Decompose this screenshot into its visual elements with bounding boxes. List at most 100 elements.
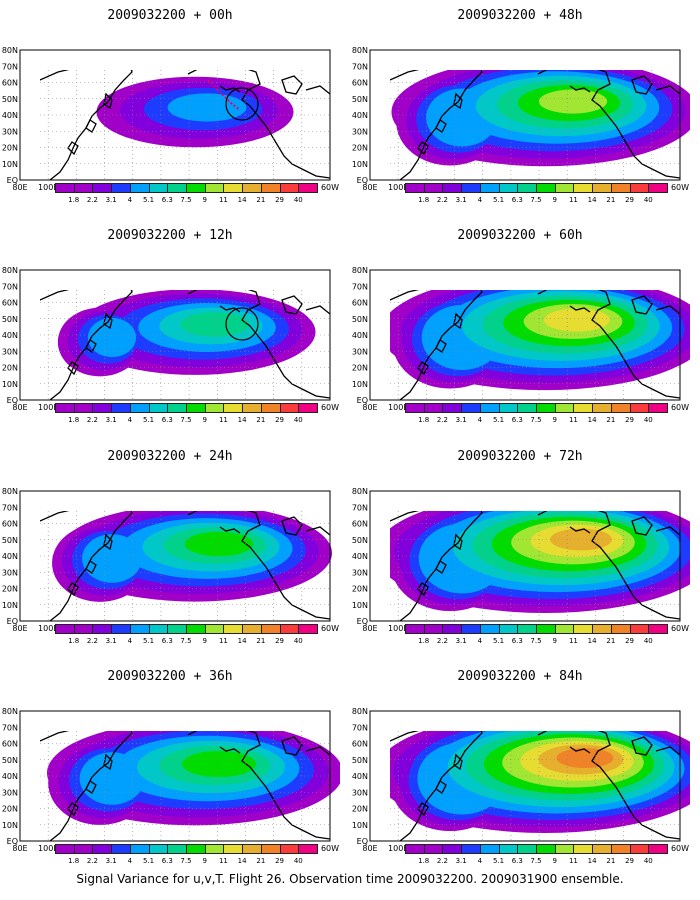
lon-label: 60W	[321, 624, 339, 633]
colorbar-swatch	[242, 183, 262, 193]
colorbar-swatch	[592, 403, 612, 413]
colorbar-label: 5.1	[492, 416, 505, 424]
colorbar-label: 14	[237, 857, 247, 865]
lat-label: 20N	[352, 805, 368, 814]
panel-title: 2009032200 + 48h	[457, 8, 583, 23]
lat-label: 30N	[352, 568, 368, 577]
colorbar-swatch	[536, 403, 556, 413]
lat-label: 60N	[352, 79, 368, 88]
colorbar-label: 7.5	[180, 857, 192, 865]
colorbar-label: 4	[127, 857, 133, 865]
colorbar-swatch	[186, 403, 206, 413]
colorbar-label: 4	[477, 857, 483, 865]
colorbar-swatch	[442, 403, 463, 413]
contour-level-10	[556, 748, 614, 768]
lat-label: 10N	[352, 160, 368, 169]
coastline	[631, 736, 653, 756]
colorbar-swatch	[405, 183, 425, 193]
panel-title: 2009032200 + 24h	[107, 449, 233, 464]
colorbar-swatch	[648, 844, 668, 854]
lat-label: 80N	[2, 707, 18, 716]
coastline	[655, 746, 681, 756]
colorbar-label: 40	[643, 857, 653, 865]
colorbar-swatch	[592, 624, 612, 634]
lat-label: 50N	[2, 95, 18, 104]
colorbar-label: 7.5	[180, 416, 192, 424]
colorbar-label: 14	[587, 416, 597, 424]
colorbar	[55, 183, 318, 195]
colorbar-swatch	[204, 624, 225, 634]
lat-label: 40N	[352, 772, 368, 781]
flight-track	[207, 79, 241, 111]
colorbar-label: 3.1	[455, 857, 467, 865]
lat-label: 50N	[2, 315, 18, 324]
colorbar-swatch	[573, 403, 594, 413]
coastline	[40, 511, 133, 622]
coastline	[85, 339, 97, 353]
colorbar	[405, 844, 668, 856]
colorbar	[55, 844, 318, 856]
map-frame	[19, 269, 331, 401]
lat-label: 70N	[352, 62, 368, 71]
colorbar-label: 29	[625, 416, 635, 424]
observation-circle-icon	[225, 87, 259, 121]
coastline	[281, 295, 303, 315]
colorbar-swatch	[554, 403, 575, 413]
colorbar-label: 29	[275, 857, 285, 865]
colorbar-swatch	[204, 183, 225, 193]
colorbar-swatch	[423, 844, 444, 854]
panel-title: 2009032200 + 60h	[457, 228, 583, 243]
lon-label: 80E	[12, 624, 27, 633]
colorbar-swatch	[55, 844, 75, 854]
variance-map: 80N70N60N50N40N30N20N10NEQ80E100E120E140…	[2, 266, 339, 412]
colorbar-label: 40	[293, 637, 303, 645]
colorbar-label: 5.1	[492, 857, 505, 865]
lat-label: EQ	[7, 837, 18, 846]
colorbar-label: 14	[237, 416, 247, 424]
colorbar-label: 2.2	[86, 857, 98, 865]
variance-contours	[40, 731, 340, 842]
coastline	[305, 305, 331, 315]
forecast-panel: 2009032200 + 12h 80N 70N 60N 50N 40N 30N 20N 10N…	[0, 228, 340, 443]
panel-title: 2009032200 + 36h	[107, 669, 233, 684]
lon-label: 80E	[12, 844, 27, 853]
variance-map: 80N70N60N50N40N30N20N10NEQ80E100E120E140…	[2, 707, 340, 853]
colorbar-swatch	[298, 403, 318, 413]
colorbar-swatch	[148, 844, 169, 854]
lon-label: 100E	[38, 624, 58, 633]
coastline	[67, 582, 79, 597]
coastline	[631, 75, 653, 95]
forecast-panel: 2009032200 + 72h 80N 70N 60N 50N 40N 30N 20N 10N…	[350, 449, 690, 664]
lat-label: 20N	[2, 144, 18, 153]
observation-circle-icon	[225, 307, 259, 341]
forecast-panel: 2009032200 + 00h 80N 70N 60N 50N 40N 30N 20N 10N…	[0, 8, 340, 223]
colorbar-label: 21	[256, 637, 266, 645]
colorbar-swatch	[298, 844, 318, 854]
colorbar-labels: 1.8 2.2 3.1 4 5.1 6.3 7.5 9 11 14 21 29 40	[55, 196, 317, 206]
colorbar-swatch	[242, 624, 262, 634]
colorbar-label: 11	[218, 857, 228, 865]
coastline	[435, 560, 447, 574]
colorbar-label: 6.3	[161, 196, 173, 204]
coastline	[305, 746, 331, 756]
colorbar-label: 3.1	[105, 416, 117, 424]
coastline	[417, 361, 429, 376]
colorbar-swatch	[298, 183, 318, 193]
colorbar-swatch	[592, 844, 612, 854]
variance-map: 80N70N60N50N40N30N20N10NEQ80E100E120E140…	[352, 266, 690, 412]
colorbar-swatch	[73, 183, 94, 193]
coastline	[435, 780, 447, 794]
colorbar-swatch	[629, 844, 650, 854]
lat-label: 80N	[2, 266, 18, 275]
colorbar-labels: 1.8 2.2 3.1 4 5.1 6.3 7.5 9 11 14 21 29 40	[55, 416, 317, 426]
colorbar-swatch	[517, 183, 537, 193]
lat-label: 10N	[2, 380, 18, 389]
colorbar-swatch	[648, 403, 668, 413]
colorbar-label: 1.8	[418, 637, 430, 645]
colorbar	[55, 403, 318, 415]
colorbar-label: 1.8	[418, 857, 430, 865]
coastline	[219, 85, 241, 93]
colorbar-swatch	[260, 844, 281, 854]
lat-label: 60N	[2, 79, 18, 88]
colorbar-label: 21	[606, 196, 616, 204]
